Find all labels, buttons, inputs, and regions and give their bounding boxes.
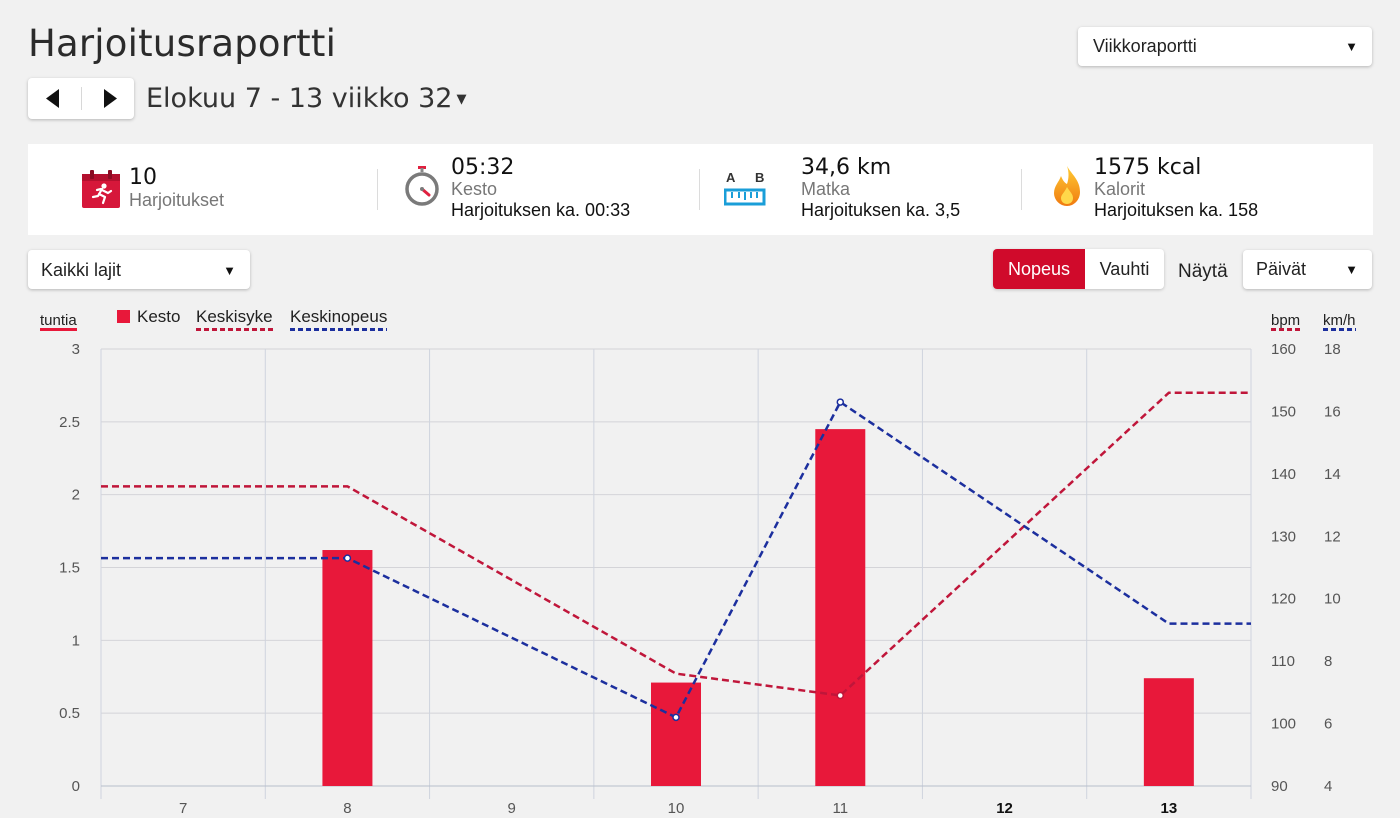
calories-value: 1575 kcal [1094,155,1202,180]
report-type-select[interactable]: Viikkoraportti ▼ [1078,27,1372,66]
sessions-label: Harjoitukset [129,190,225,210]
left-axis-tick: 1.5 [59,560,80,577]
left-axis-tick: 0 [72,778,80,795]
hr-axis-tick: 130 [1271,528,1296,545]
summary-calories: 1575 kcal Kalorit Harjoituksen ka. 158 [1022,144,1373,235]
legend-heart-rate[interactable]: Keskisyke [196,307,273,331]
page-title: Harjoitusraportti [28,22,337,65]
speed-axis-tick: 14 [1324,466,1341,483]
arrow-left-icon [46,89,59,108]
hr-axis-unit: bpm [1271,312,1301,331]
speed-axis-tick: 16 [1324,403,1341,420]
speed-toggle-button[interactable]: Nopeus [993,249,1085,289]
speed-axis-tick: 6 [1324,716,1332,733]
left-axis-tick: 2 [72,487,80,504]
x-axis-tick: 10 [668,800,685,817]
arrow-right-icon [104,89,117,108]
legend-speed[interactable]: Keskinopeus [290,307,388,331]
period-selector[interactable]: Elokuu 7 - 13 viikko 32 ▼ [146,83,466,114]
summary-sessions: 10 Harjoitukset [28,144,378,235]
chevron-down-icon: ▼ [223,263,236,278]
speed-line-point [672,713,680,722]
summary-divider [1021,169,1022,210]
duration-average: Harjoituksen ka. 00:33 [451,200,631,220]
pace-toggle-button[interactable]: Vauhti [1099,259,1150,279]
duration-bar [1143,678,1194,786]
chevron-down-icon: ▼ [456,92,467,107]
summary-duration: 05:32 Kesto Harjoituksen ka. 00:33 [378,144,700,235]
speed-line-point [836,398,845,406]
chevron-down-icon: ▼ [1345,39,1358,54]
previous-period-button[interactable] [28,78,81,119]
x-axis-tick: 13 [1161,800,1178,817]
speed-axis-unit: km/h [1323,312,1356,331]
period-label: Elokuu 7 - 13 viikko 32 [146,83,453,114]
sessions-count: 10 [129,165,157,190]
speed-axis-tick: 8 [1324,653,1332,670]
summary-panel: 10 Harjoitukset 05:32 Kesto Harjoituksen… [28,144,1373,235]
summary-divider [699,169,700,210]
calories-average: Harjoituksen ka. 158 [1094,200,1259,220]
sport-filter-select[interactable]: Kaikki lajit ▼ [28,250,250,289]
period-navigation [28,78,134,119]
hr-axis-tick: 100 [1271,716,1296,733]
show-label: Näytä [1178,261,1228,282]
granularity-value: Päivät [1256,259,1307,279]
speed-line-point [343,554,352,562]
left-axis-tick: 3 [72,341,80,358]
distance-value: 34,6 km [801,155,892,180]
left-axis-tick: 0.5 [59,705,80,722]
sport-filter-value: Kaikki lajit [41,260,122,280]
duration-value: 05:32 [451,155,515,180]
speed-axis-tick: 10 [1324,591,1341,608]
hr-axis-tick: 160 [1271,341,1296,358]
hr-axis-tick: 90 [1271,778,1288,795]
next-period-button[interactable] [81,78,134,119]
calories-label: Kalorit [1094,179,1146,199]
hr-axis-tick: 110 [1271,653,1295,670]
hr-axis-tick: 140 [1271,466,1296,483]
calendar-runner-icon [82,170,120,208]
speed-pace-toggle: Nopeus Vauhti [993,249,1164,289]
distance-average: Harjoituksen ka. 3,5 [801,200,961,220]
flame-icon [1054,166,1080,206]
duration-bar [815,429,866,786]
x-axis-tick: 7 [179,800,187,817]
distance-ruler-icon: A B [724,170,766,206]
x-axis-tick: 8 [343,800,351,817]
x-axis-tick: 11 [832,800,848,817]
summary-divider [377,169,378,210]
duration-bar [651,682,701,786]
legend-swatch [117,310,130,323]
summary-distance: A B 34,6 km Matka Harjoituksen ka. 3,5 [700,144,1022,235]
speed-axis-tick: 18 [1324,341,1341,358]
duration-bar [322,550,373,786]
distance-icon-letter-a: A [726,170,736,185]
speed-axis-tick: 4 [1324,778,1332,795]
distance-label: Matka [801,179,851,199]
hr-axis-tick: 150 [1271,403,1296,420]
left-axis-unit: tuntia [40,312,77,331]
hr-axis-tick: 120 [1271,591,1296,608]
stopwatch-icon [405,166,439,206]
left-axis-tick: 1 [72,632,80,649]
report-type-value: Viikkoraportti [1093,36,1197,56]
distance-icon-letter-b: B [755,170,764,185]
x-axis-tick: 12 [996,800,1013,817]
heart-rate-line-point [836,691,845,700]
chevron-down-icon: ▼ [1345,262,1358,277]
duration-label: Kesto [451,179,498,199]
left-axis-tick: 2.5 [59,414,80,431]
granularity-select[interactable]: Päivät ▼ [1243,250,1372,289]
legend-duration[interactable]: Kesto [117,307,180,327]
heart-rate-line [101,391,1251,697]
x-axis-tick: 9 [508,800,516,817]
speed-axis-tick: 12 [1324,528,1341,545]
nav-divider [81,87,82,110]
